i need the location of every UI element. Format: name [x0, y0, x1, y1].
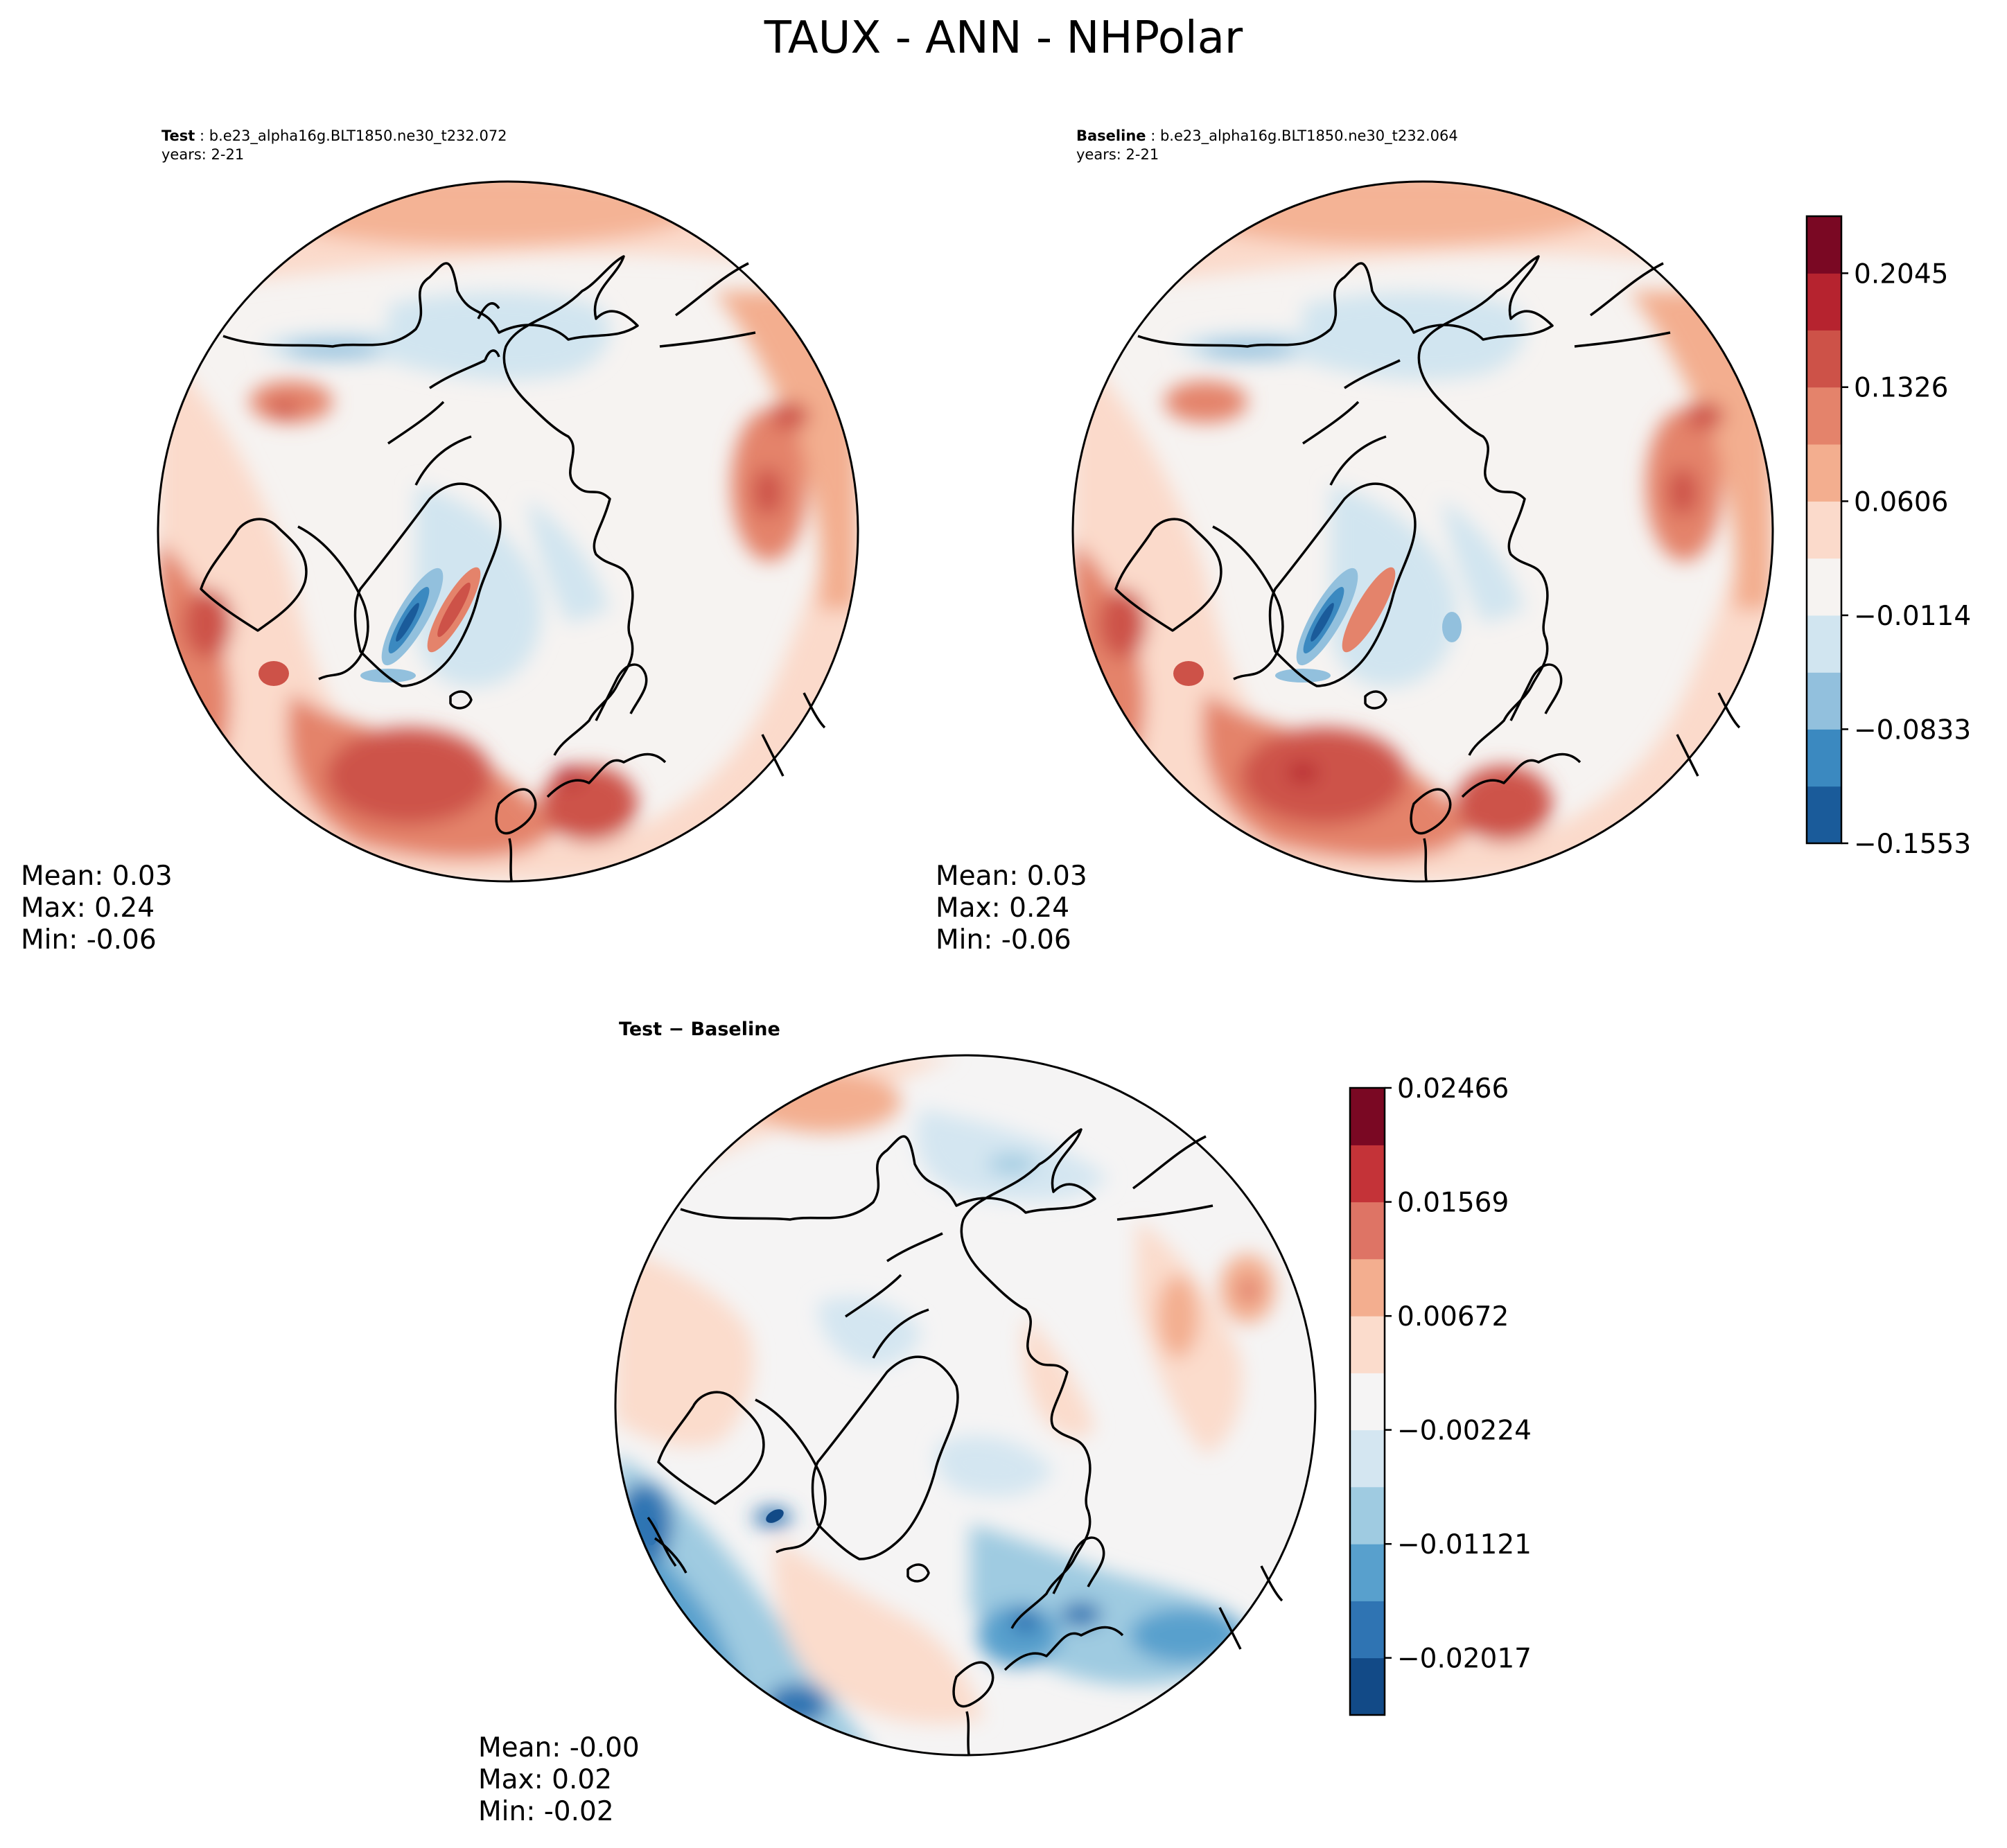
test-case: b.e23_alpha16g.BLT1850.ne30_t232.072 — [209, 127, 507, 144]
diff-colorbar-tick-label: 0.00672 — [1397, 1301, 1509, 1332]
baseline-mean: Mean: 0.03 — [936, 861, 1087, 892]
diff-colorbar-tick-label: −0.00224 — [1397, 1416, 1532, 1447]
test-separator: : — [195, 127, 209, 144]
baseline-field — [1073, 182, 1773, 881]
baseline-stats: Mean: 0.03 Max: 0.24 Min: -0.06 — [936, 861, 1087, 956]
main-colorbar-segment — [1807, 615, 1841, 673]
diff-stats: Mean: -0.00 Max: 0.02 Min: -0.02 — [478, 1732, 640, 1828]
diff-coastlines — [647, 1128, 1283, 1755]
main-colorbar-tick-label: −0.0833 — [1854, 714, 1971, 746]
diff-colorbar-segment — [1350, 1258, 1385, 1317]
main-colorbar-segment — [1807, 216, 1841, 274]
diff-colorbar-segment — [1350, 1373, 1385, 1431]
main-colorbar-segment — [1807, 558, 1841, 616]
diff-colorbar-segment — [1350, 1145, 1385, 1203]
diff-colorbar-segment — [1350, 1486, 1385, 1545]
baseline-max: Max: 0.24 — [936, 892, 1070, 924]
diff-colorbar-segment — [1350, 1202, 1385, 1260]
main-colorbar-segment — [1807, 786, 1841, 844]
diff-colorbar-tick-label: −0.02017 — [1397, 1644, 1532, 1675]
main-colorbar-segment — [1807, 729, 1841, 787]
test-field — [158, 182, 858, 881]
baseline-separator: : — [1146, 127, 1160, 144]
diff-map-boundary — [614, 1054, 1317, 1757]
main-colorbar-tick-label: 0.1326 — [1854, 373, 1948, 404]
test-map — [157, 180, 859, 883]
main-colorbar-segment — [1807, 501, 1841, 559]
diff-colorbar-segment — [1350, 1429, 1385, 1488]
main-colorbar-segment — [1807, 444, 1841, 502]
diff-colorbar-tick-label: 0.01569 — [1397, 1188, 1509, 1219]
diff-colorbar-segment — [1350, 1544, 1385, 1601]
main-colorbar-frame — [1805, 215, 1843, 845]
test-years: years: 2-21 — [161, 146, 245, 163]
test-max: Max: 0.24 — [21, 892, 155, 924]
main-colorbar-segment — [1807, 387, 1841, 445]
test-mean: Mean: 0.03 — [21, 861, 173, 892]
diff-colorbar-segment — [1350, 1088, 1385, 1145]
diff-max: Max: 0.02 — [478, 1764, 613, 1795]
baseline-label: Baseline — [1076, 127, 1146, 144]
diff-field — [615, 1055, 1315, 1755]
diff-colorbar-segment — [1350, 1316, 1385, 1373]
test-coastlines — [200, 255, 826, 881]
diff-map — [614, 1054, 1317, 1757]
diff-colorbar-segment — [1350, 1601, 1385, 1659]
baseline-panel-title: Baseline : b.e23_alpha16g.BLT1850.ne30_t… — [1076, 127, 1458, 164]
baseline-map — [1071, 180, 1774, 883]
baseline-map-boundary — [1071, 180, 1774, 883]
diff-mean: Mean: -0.00 — [478, 1732, 640, 1763]
diff-colorbar: 0.02466 0.01569 0.00672 −0.00224 −0.01121 −0.… — [1349, 1073, 1532, 1716]
baseline-min: Min: -0.06 — [936, 924, 1071, 956]
diff-colorbar-segment — [1350, 1657, 1385, 1716]
main-colorbar: 0.2045 0.1326 0.0606 −0.0114 −0.0833 −0.1553 — [1805, 215, 1971, 860]
diff-colorbar-tick-label: −0.01121 — [1397, 1529, 1532, 1560]
main-colorbar-segment — [1807, 672, 1841, 730]
main-colorbar-segment — [1807, 330, 1841, 388]
test-min: Min: -0.06 — [21, 924, 157, 956]
diff-min: Min: -0.02 — [478, 1796, 614, 1827]
main-colorbar-tick-label: −0.1553 — [1854, 829, 1971, 860]
test-panel-title: Test : b.e23_alpha16g.BLT1850.ne30_t232.… — [161, 127, 507, 164]
test-label: Test — [161, 127, 195, 144]
diff-panel-title: Test − Baseline — [619, 1019, 780, 1040]
main-colorbar-tick-label: 0.0606 — [1854, 486, 1948, 518]
test-stats: Mean: 0.03 Max: 0.24 Min: -0.06 — [21, 861, 173, 956]
main-colorbar-tick-label: −0.0114 — [1854, 601, 1971, 632]
baseline-years: years: 2-21 — [1076, 146, 1159, 163]
diff-colorbar-frame — [1349, 1086, 1386, 1716]
main-colorbar-segment — [1807, 273, 1841, 331]
figure-title: TAUX - ANN - NHPolar — [764, 12, 1243, 64]
baseline-case: b.e23_alpha16g.BLT1850.ne30_t232.064 — [1159, 127, 1458, 144]
diff-colorbar-tick-label: 0.02466 — [1397, 1073, 1509, 1105]
test-map-boundary — [157, 180, 859, 883]
main-colorbar-tick-label: 0.2045 — [1854, 258, 1948, 290]
